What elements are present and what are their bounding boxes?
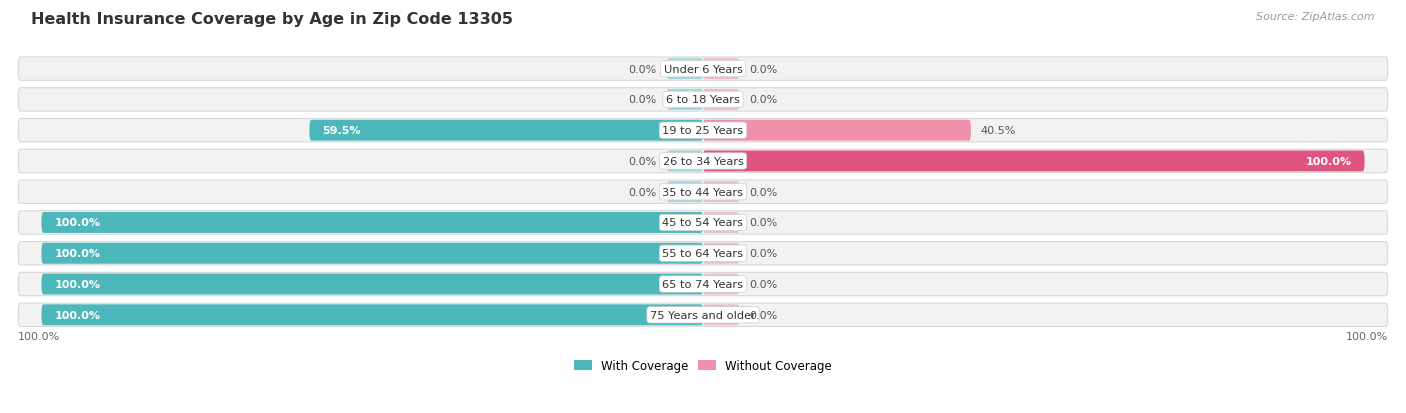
- Text: 59.5%: 59.5%: [322, 126, 361, 136]
- Text: 0.0%: 0.0%: [628, 64, 657, 74]
- FancyBboxPatch shape: [666, 90, 703, 111]
- Text: Under 6 Years: Under 6 Years: [664, 64, 742, 74]
- Text: 35 to 44 Years: 35 to 44 Years: [662, 187, 744, 197]
- Text: 65 to 74 Years: 65 to 74 Years: [662, 279, 744, 290]
- FancyBboxPatch shape: [666, 151, 703, 172]
- Text: Source: ZipAtlas.com: Source: ZipAtlas.com: [1257, 12, 1375, 22]
- FancyBboxPatch shape: [703, 59, 740, 80]
- Text: 100.0%: 100.0%: [55, 218, 101, 228]
- Legend: With Coverage, Without Coverage: With Coverage, Without Coverage: [569, 354, 837, 377]
- Text: 0.0%: 0.0%: [749, 64, 778, 74]
- FancyBboxPatch shape: [41, 243, 703, 264]
- Text: 100.0%: 100.0%: [55, 279, 101, 290]
- FancyBboxPatch shape: [41, 274, 703, 295]
- Text: 100.0%: 100.0%: [55, 249, 101, 259]
- FancyBboxPatch shape: [41, 213, 703, 233]
- Text: 40.5%: 40.5%: [981, 126, 1017, 136]
- Text: 45 to 54 Years: 45 to 54 Years: [662, 218, 744, 228]
- Text: 0.0%: 0.0%: [628, 95, 657, 105]
- Text: 0.0%: 0.0%: [749, 310, 778, 320]
- FancyBboxPatch shape: [703, 213, 740, 233]
- Text: 55 to 64 Years: 55 to 64 Years: [662, 249, 744, 259]
- Text: 100.0%: 100.0%: [1305, 157, 1351, 166]
- FancyBboxPatch shape: [18, 119, 1388, 142]
- Text: 0.0%: 0.0%: [749, 95, 778, 105]
- Text: 6 to 18 Years: 6 to 18 Years: [666, 95, 740, 105]
- Text: 26 to 34 Years: 26 to 34 Years: [662, 157, 744, 166]
- Text: 100.0%: 100.0%: [1346, 331, 1388, 341]
- FancyBboxPatch shape: [703, 274, 740, 295]
- FancyBboxPatch shape: [18, 88, 1388, 112]
- FancyBboxPatch shape: [18, 180, 1388, 204]
- FancyBboxPatch shape: [666, 182, 703, 203]
- FancyBboxPatch shape: [18, 211, 1388, 235]
- Text: 100.0%: 100.0%: [55, 310, 101, 320]
- FancyBboxPatch shape: [309, 121, 703, 141]
- FancyBboxPatch shape: [703, 121, 972, 141]
- Text: 0.0%: 0.0%: [749, 218, 778, 228]
- FancyBboxPatch shape: [18, 304, 1388, 327]
- FancyBboxPatch shape: [666, 59, 703, 80]
- FancyBboxPatch shape: [18, 273, 1388, 296]
- FancyBboxPatch shape: [18, 242, 1388, 265]
- Text: 0.0%: 0.0%: [628, 157, 657, 166]
- Text: 19 to 25 Years: 19 to 25 Years: [662, 126, 744, 136]
- Text: Health Insurance Coverage by Age in Zip Code 13305: Health Insurance Coverage by Age in Zip …: [31, 12, 513, 27]
- Text: 0.0%: 0.0%: [628, 187, 657, 197]
- FancyBboxPatch shape: [703, 305, 740, 325]
- Text: 100.0%: 100.0%: [18, 331, 60, 341]
- FancyBboxPatch shape: [703, 151, 1365, 172]
- FancyBboxPatch shape: [703, 90, 740, 111]
- Text: 0.0%: 0.0%: [749, 279, 778, 290]
- FancyBboxPatch shape: [18, 150, 1388, 173]
- FancyBboxPatch shape: [41, 305, 703, 325]
- FancyBboxPatch shape: [703, 243, 740, 264]
- FancyBboxPatch shape: [18, 58, 1388, 81]
- Text: 75 Years and older: 75 Years and older: [650, 310, 756, 320]
- FancyBboxPatch shape: [703, 182, 740, 203]
- Text: 0.0%: 0.0%: [749, 249, 778, 259]
- Text: 0.0%: 0.0%: [749, 187, 778, 197]
